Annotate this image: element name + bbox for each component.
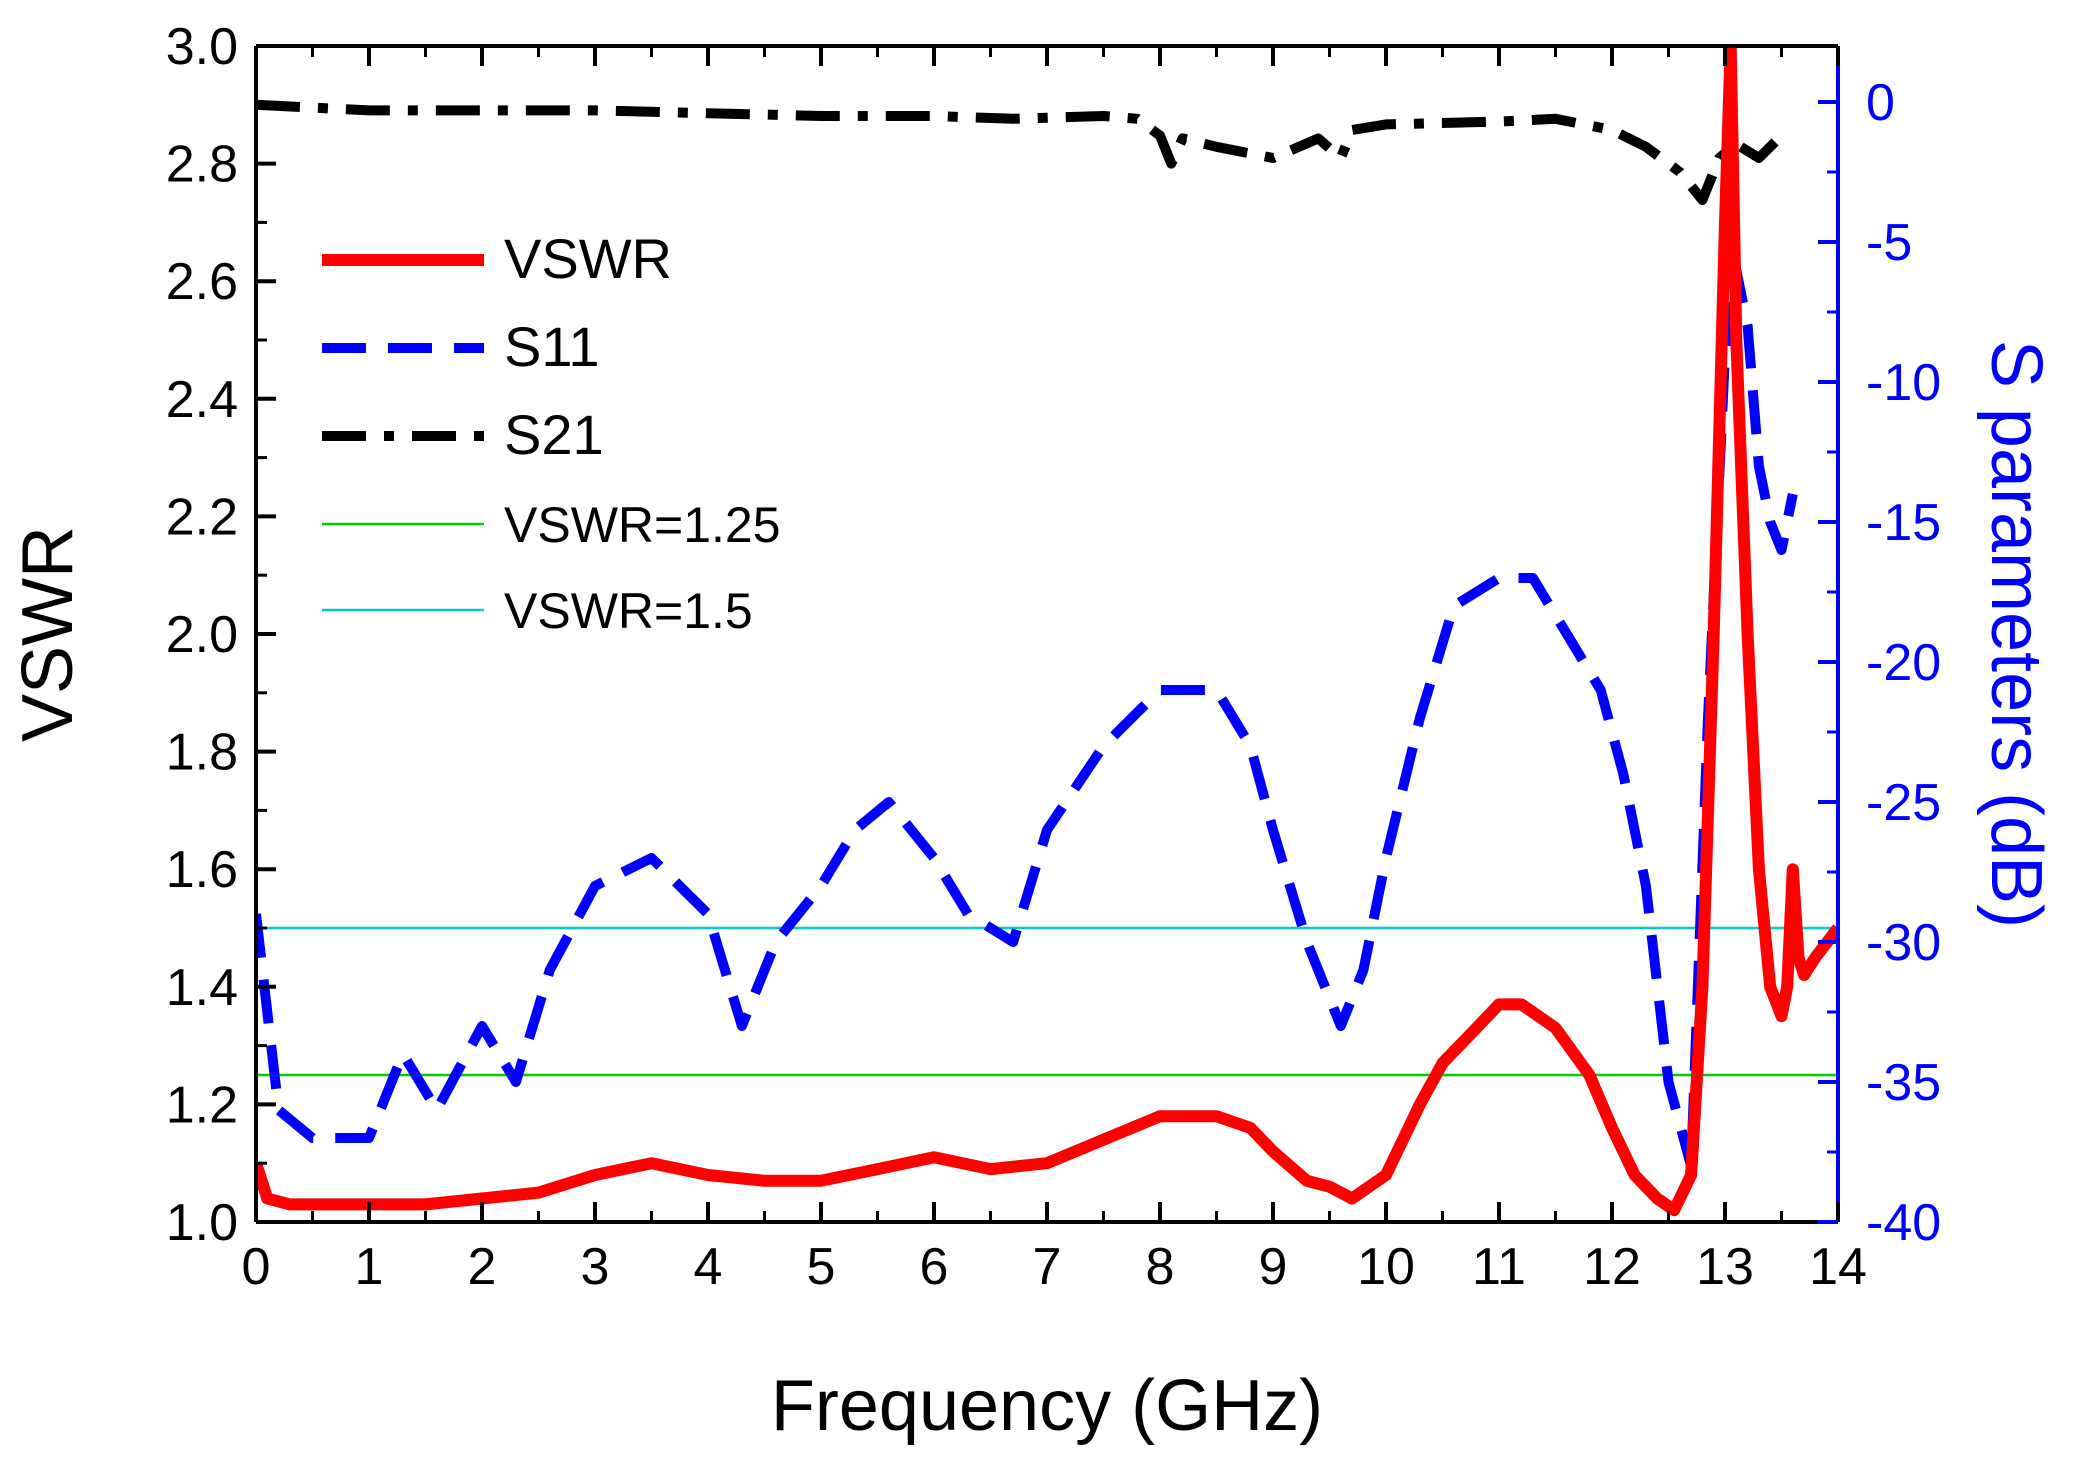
y-right-tick-label: -25 [1866, 774, 1941, 832]
x-tick-label: 1 [355, 1238, 384, 1296]
y-left-tick-label: 1.8 [166, 724, 238, 782]
y-axis-title-left: VSWR [8, 526, 88, 742]
series-s21-line [256, 99, 1786, 205]
x-tick-label: 6 [920, 1238, 949, 1296]
x-tick-label: 0 [242, 1238, 271, 1296]
x-tick-label: 11 [1472, 1238, 1526, 1296]
y-right-tick-label: -10 [1866, 354, 1941, 412]
y-left-tick-label: 2.8 [166, 136, 238, 194]
x-tick-label: 2 [468, 1238, 497, 1296]
x-tick-label: 9 [1259, 1238, 1288, 1296]
x-tick-label: 5 [807, 1238, 836, 1296]
legend-label-vswr-1-5: VSWR=1.5 [504, 583, 753, 639]
y-left-tick-label: 2.2 [166, 488, 238, 546]
x-tick-label: 13 [1696, 1238, 1754, 1296]
x-tick-label: 4 [694, 1238, 723, 1296]
y-left-tick-label: 2.0 [166, 606, 238, 664]
y-right-tick-label: -5 [1866, 214, 1912, 272]
x-axis-title: Frequency (GHz) [771, 1366, 1323, 1446]
x-tick-label: 7 [1033, 1238, 1062, 1296]
plot-background [256, 46, 1838, 1222]
y-left-tick-label: 1.0 [166, 1194, 238, 1252]
series-vswr-line [256, 46, 1838, 1217]
y-left-tick-label: 3.0 [166, 18, 238, 76]
y-right-tick-label: 0 [1866, 74, 1895, 132]
y-right-tick-label: -30 [1866, 914, 1941, 972]
curves-layer [256, 46, 1838, 1217]
x-tick-label: 12 [1583, 1238, 1641, 1296]
y-right-tick-label: -40 [1866, 1194, 1941, 1252]
legend-label-vswr-1-25: VSWR=1.25 [504, 497, 781, 553]
y-axis-title-right: S parameters (dB) [1976, 340, 2056, 928]
legend-label-s11: S11 [504, 315, 599, 378]
y-left-tick-label: 2.6 [166, 253, 238, 311]
axes-layer: 0 1 2 3 4 5 6 7 8 9 10 11 12 13 141.01.21.41.61.82.02.… [166, 18, 1941, 1296]
y-left-tick-label: 2.4 [166, 371, 238, 429]
x-tick-label: 14 [1809, 1238, 1867, 1296]
y-left-tick-label: 1.4 [166, 959, 238, 1017]
y-right-tick-label: -15 [1866, 494, 1941, 552]
legend-label-vswr: VSWR [504, 227, 672, 290]
y-right-tick-label: -20 [1866, 634, 1941, 692]
series-s11-line [256, 265, 1798, 1171]
x-tick-label: 3 [581, 1238, 610, 1296]
legend-label-s21: S21 [504, 403, 604, 466]
x-tick-label: 10 [1357, 1238, 1415, 1296]
legend: VSWR S11 S21 VSWR=1.25 VSWR=1.5 [322, 227, 781, 639]
y-left-tick-label: 1.2 [166, 1076, 238, 1134]
y-left-tick-label: 1.6 [166, 841, 238, 899]
y-right-tick-label: -35 [1866, 1054, 1941, 1112]
x-tick-label: 8 [1146, 1238, 1175, 1296]
